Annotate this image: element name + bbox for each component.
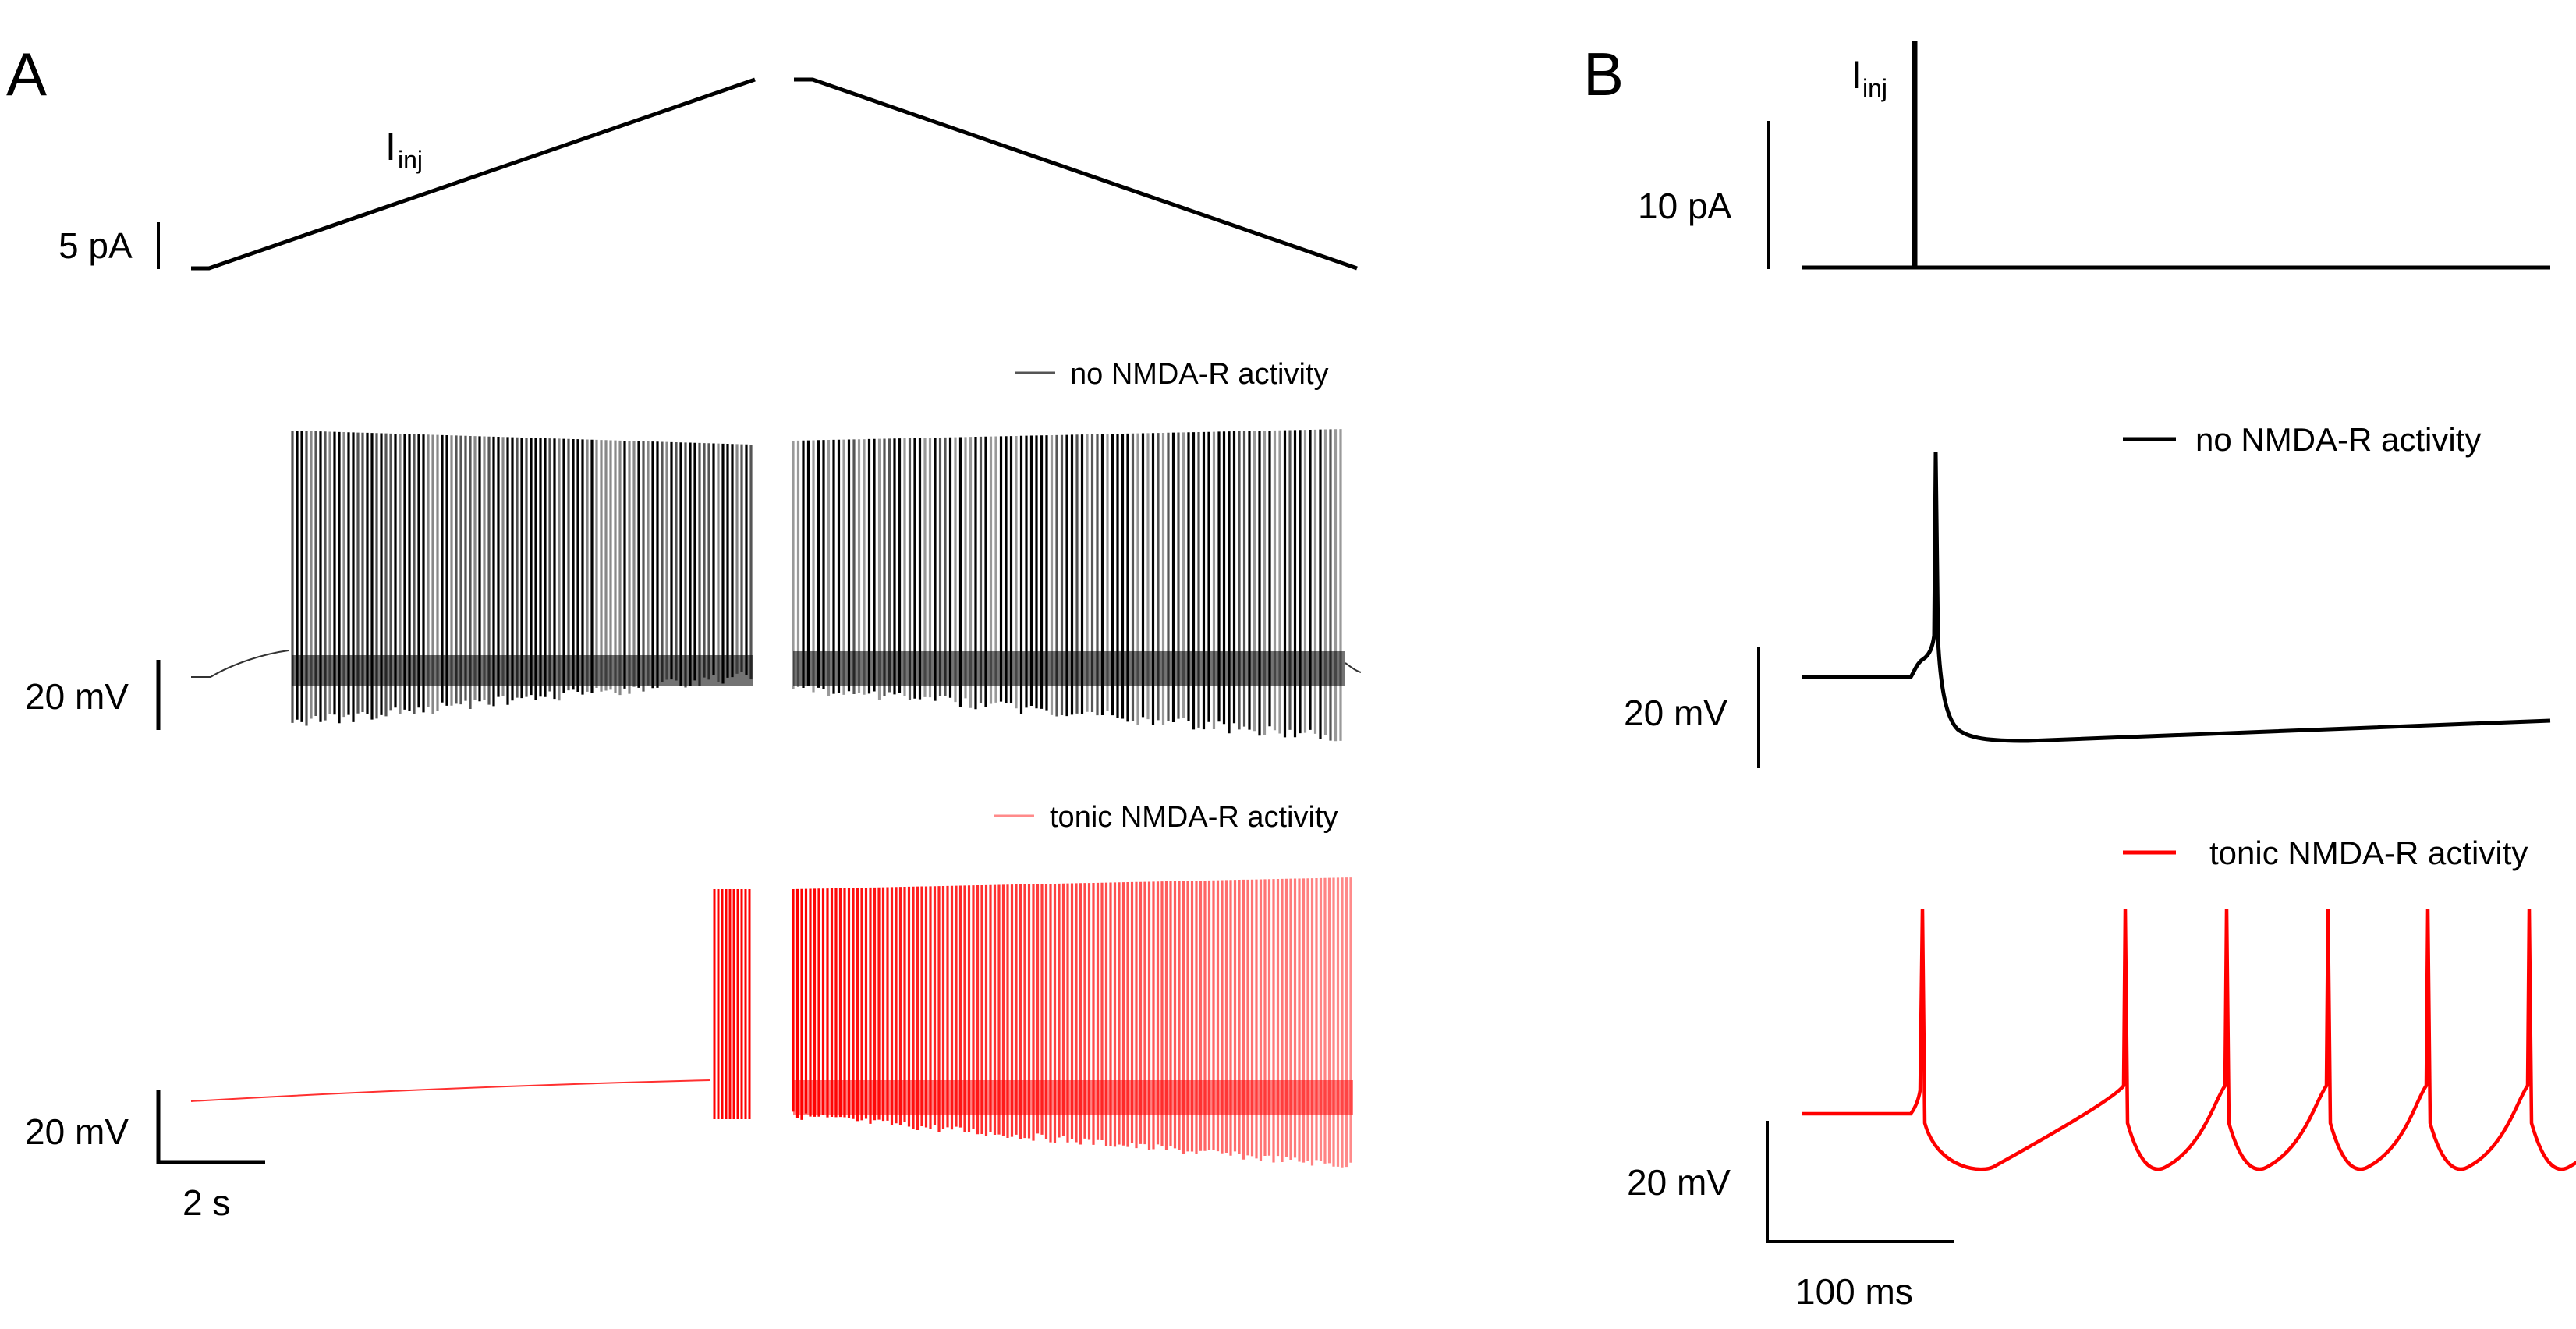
panel-a-iinj-sub: inj <box>398 146 423 174</box>
panel-a-legend2-label: tonic NMDA-R activity <box>1050 801 1338 834</box>
trace-b2-line <box>1802 908 2576 1171</box>
panel-b-trace1-scale-label: 20 mV <box>1624 693 1727 733</box>
trace-a1-baseline <box>191 650 289 678</box>
panel-b-letter: B <box>1583 40 1624 108</box>
panel-a-current-ramp-down <box>812 77 1358 271</box>
panel-a: A I inj 5 pA no NMDA-R activity 20 mV to… <box>6 40 1362 1223</box>
panel-b-iinj-label: I <box>1851 53 1862 97</box>
trace-a1-trough-band <box>292 655 753 686</box>
trace-a2-trough-band <box>793 1080 1353 1115</box>
panel-a-time-scale-label: 2 s <box>182 1182 230 1223</box>
panel-b-current-scale-label: 10 pA <box>1638 186 1732 226</box>
panel-a-trace1-scale-label: 20 mV <box>25 676 129 717</box>
panel-b-iinj-sub: inj <box>1862 74 1887 102</box>
panel-b-trace-no-nmda <box>1802 452 2551 743</box>
panel-b-trace2-scale-label: 20 mV <box>1627 1162 1731 1203</box>
trace-a1-tail <box>1345 662 1362 673</box>
trace-a1-trough-band <box>793 651 1345 686</box>
panel-a-trace2-scale-label: 20 mV <box>25 1111 129 1152</box>
trace-a2-baseline <box>190 1079 710 1102</box>
panel-a-trace-no-nmda <box>191 429 1362 742</box>
panel-b: B I inj 10 pA no NMDA-R activity 20 mV t… <box>1583 40 2576 1312</box>
panel-b-trace-tonic-nmda <box>1802 908 2576 1171</box>
panel-a-letter: A <box>6 40 47 108</box>
panel-a-iinj-label: I <box>385 125 396 168</box>
panel-b-time-scale-bar <box>1766 1121 1954 1243</box>
panel-b-legend2-label: tonic NMDA-R activity <box>2209 835 2528 871</box>
panel-a-current-ramp-up <box>191 77 756 271</box>
panel-a-trace-tonic-nmda <box>190 877 1353 1168</box>
panel-b-legend1-label: no NMDA-R activity <box>2195 421 2481 458</box>
panel-b-time-scale-label: 100 ms <box>1795 1271 1913 1312</box>
panel-a-legend1-label: no NMDA-R activity <box>1070 358 1329 391</box>
panel-a-current-scale-label: 5 pA <box>58 225 133 266</box>
panel-a-time-scale-bar <box>156 1090 265 1164</box>
